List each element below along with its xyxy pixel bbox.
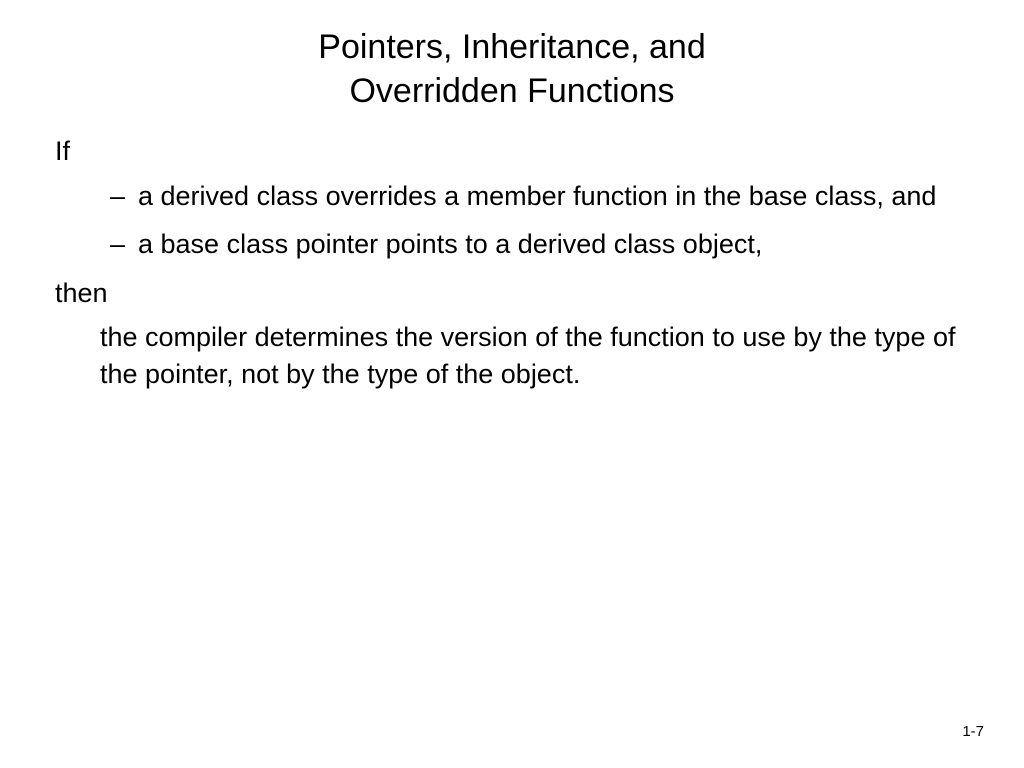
list-item: a base class pointer points to a derived…	[110, 226, 969, 262]
list-item: a derived class overrides a member funct…	[110, 178, 969, 214]
slide-title: Pointers, Inheritance, and Overridden Fu…	[55, 25, 969, 113]
condition-list: a derived class overrides a member funct…	[55, 178, 969, 263]
slide-content: If a derived class overrides a member fu…	[55, 133, 969, 392]
page-number: 1-7	[962, 723, 984, 740]
slide-container: Pointers, Inheritance, and Overridden Fu…	[0, 0, 1024, 768]
conclusion-text: the compiler determines the version of t…	[55, 319, 969, 392]
then-label: then	[55, 275, 969, 311]
if-label: If	[55, 133, 969, 169]
title-line-1: Pointers, Inheritance, and	[318, 28, 705, 66]
title-line-2: Overridden Functions	[349, 72, 674, 110]
